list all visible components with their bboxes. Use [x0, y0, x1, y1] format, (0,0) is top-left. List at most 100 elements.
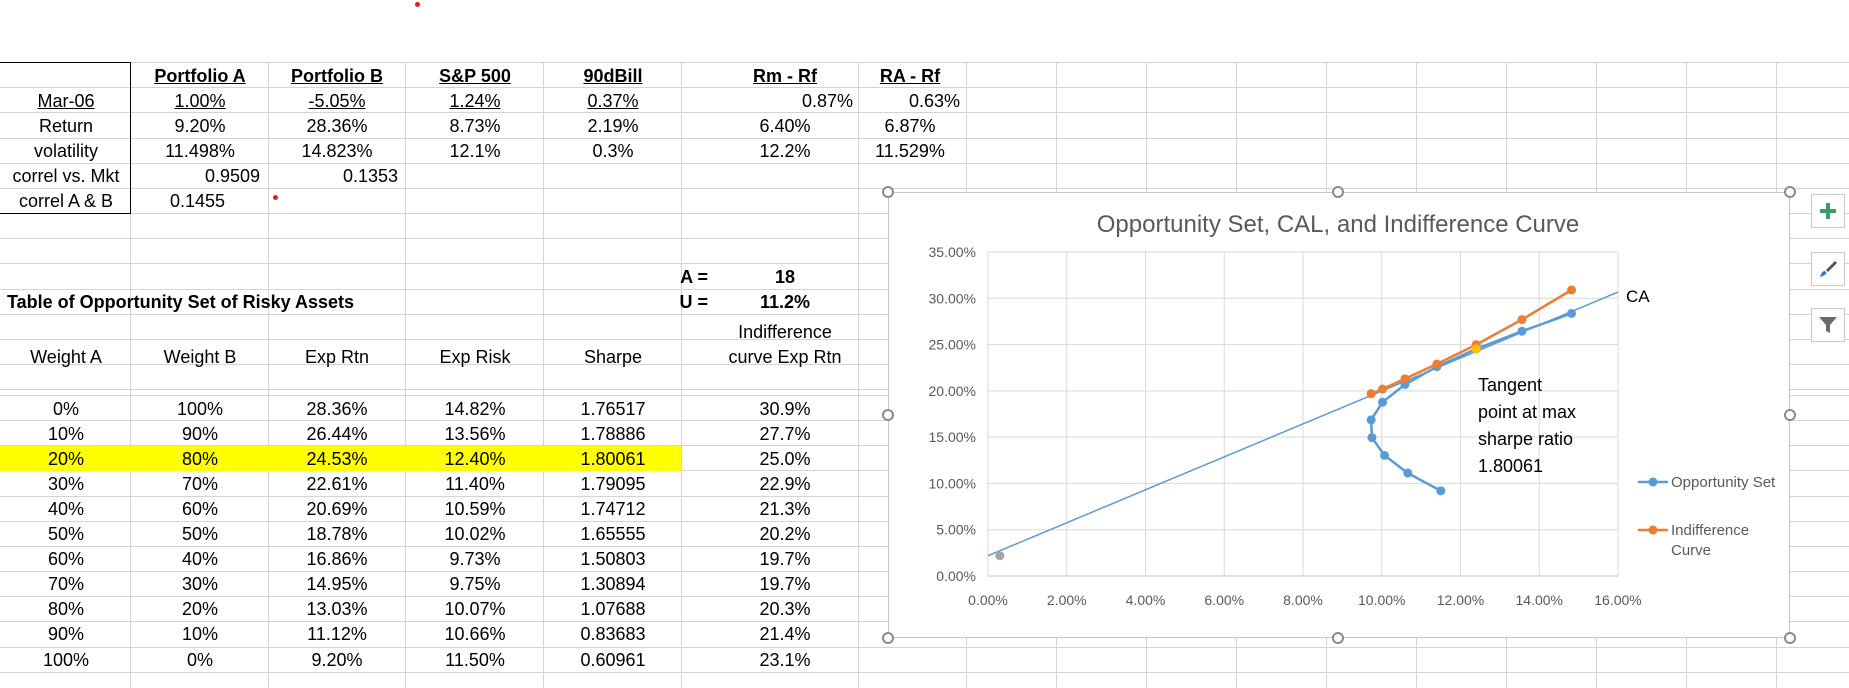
header-ra-rf[interactable]: RA - Rf [879, 66, 941, 86]
table-cell[interactable]: 1.80061 [580, 449, 646, 469]
header-indifference-line1[interactable]: Indifference [738, 322, 832, 342]
cell-mar06-sp[interactable]: 1.24% [449, 91, 501, 111]
table-cell[interactable]: 20% [47, 449, 85, 469]
table-cell[interactable]: 0% [186, 650, 214, 670]
table-cell[interactable]: 22.9% [759, 474, 811, 494]
table-cell[interactable]: 11.50% [445, 650, 505, 670]
table-cell[interactable]: 20.2% [759, 524, 811, 544]
table-cell[interactable]: 14.82% [444, 399, 506, 419]
table-cell[interactable]: 19.7% [759, 549, 811, 569]
table-cell[interactable]: 26.44% [306, 424, 368, 444]
chart-object[interactable]: Opportunity Set, CAL, and Indifference C… [882, 186, 1796, 644]
table-cell[interactable]: 27.7% [759, 424, 811, 444]
table-cell[interactable]: 1.30894 [580, 574, 646, 594]
chart-styles-button[interactable] [1811, 252, 1845, 286]
table-cell[interactable]: 21.4% [759, 624, 811, 644]
table-cell[interactable]: 20.69% [306, 499, 368, 519]
table-cell[interactable]: 80% [181, 449, 219, 469]
table-cell[interactable]: 80% [47, 599, 85, 619]
table-cell[interactable]: 20% [181, 599, 219, 619]
table-cell[interactable]: 23.1% [759, 650, 811, 670]
cell-return-tb[interactable]: 2.19% [587, 116, 639, 136]
table-cell[interactable]: 1.07688 [580, 599, 646, 619]
table-cell[interactable]: 0.60961 [580, 650, 646, 670]
value-risk-aversion[interactable]: 18 [774, 267, 796, 287]
header-weight-b[interactable]: Weight B [163, 347, 237, 367]
label-utility[interactable]: U = [679, 292, 708, 312]
header-portfolio-a[interactable]: Portfolio A [154, 66, 246, 86]
header-portfolio-b[interactable]: Portfolio B [291, 66, 383, 86]
cell-correl-mkt-pa[interactable]: 0.9509 [204, 166, 260, 186]
table-cell[interactable]: 70% [181, 474, 219, 494]
table-cell[interactable]: 50% [181, 524, 219, 544]
cell-mar06-rmrf[interactable]: 0.87% [801, 91, 853, 111]
table-cell[interactable]: 1.76517 [580, 399, 646, 419]
table-cell[interactable]: 40% [181, 549, 219, 569]
table-cell[interactable]: 30% [47, 474, 85, 494]
cell-return-sp[interactable]: 8.73% [449, 116, 501, 136]
resize-handle[interactable] [1784, 409, 1796, 421]
table-cell[interactable]: 20.3% [759, 599, 811, 619]
cell-return-rmrf[interactable]: 6.40% [759, 116, 811, 136]
table-cell[interactable]: 10% [181, 624, 219, 644]
resize-handle[interactable] [882, 186, 894, 198]
table-cell[interactable]: 1.79095 [580, 474, 646, 494]
table-cell[interactable]: 10.02% [444, 524, 506, 544]
cell-mar06-pb[interactable]: -5.05% [308, 91, 366, 111]
table-cell[interactable]: 11.40% [445, 474, 505, 494]
cell-correl-ab[interactable]: 0.1455 [170, 191, 226, 211]
table-cell[interactable]: 10.66% [444, 624, 506, 644]
header-weight-a[interactable]: Weight A [30, 347, 102, 367]
cell-correl-mkt-pb[interactable]: 0.1353 [342, 166, 398, 186]
table-cell[interactable]: 9.73% [449, 549, 501, 569]
cell-vol-sp[interactable]: 12.1% [449, 141, 501, 161]
resize-handle[interactable] [1332, 186, 1344, 198]
cell-mar06-rarf[interactable]: 0.63% [908, 91, 960, 111]
value-utility[interactable]: 11.2% [759, 292, 811, 312]
resize-handle[interactable] [1332, 632, 1344, 644]
row-label-correl-ab[interactable]: correl A & B [18, 191, 114, 211]
table-cell[interactable]: 13.56% [444, 424, 506, 444]
label-risk-aversion[interactable]: A = [680, 267, 708, 287]
header-sharpe[interactable]: Sharpe [583, 347, 643, 367]
table-cell[interactable]: 90% [181, 424, 219, 444]
header-exp-risk[interactable]: Exp Risk [439, 347, 511, 367]
table-cell[interactable]: 18.78% [306, 524, 368, 544]
table-cell[interactable]: 14.95% [306, 574, 368, 594]
table-cell[interactable]: 19.7% [759, 574, 811, 594]
cell-return-pb[interactable]: 28.36% [306, 116, 368, 136]
resize-handle[interactable] [882, 632, 894, 644]
table-cell[interactable]: 13.03% [306, 599, 368, 619]
resize-handle[interactable] [1784, 632, 1796, 644]
table-cell[interactable]: 10% [47, 424, 85, 444]
table-cell[interactable]: 100% [42, 650, 90, 670]
table-cell[interactable]: 0.83683 [580, 624, 646, 644]
cell-vol-rmrf[interactable]: 12.2% [759, 141, 811, 161]
cell-mar06-pa[interactable]: 1.00% [174, 91, 226, 111]
table-cell[interactable]: 1.74712 [580, 499, 646, 519]
table-cell[interactable]: 70% [47, 574, 85, 594]
chart-filters-button[interactable] [1811, 308, 1845, 342]
cell-vol-pa[interactable]: 11.498% [165, 141, 235, 161]
table-title[interactable]: Table of Opportunity Set of Risky Assets [7, 292, 355, 312]
cell-return-rarf[interactable]: 6.87% [884, 116, 936, 136]
table-cell[interactable]: 0% [52, 399, 80, 419]
header-rm-rf[interactable]: Rm - Rf [753, 66, 817, 86]
row-label-mar06[interactable]: Mar-06 [37, 91, 95, 111]
table-cell[interactable]: 60% [47, 549, 85, 569]
header-indifference-line2[interactable]: curve Exp Rtn [728, 347, 842, 367]
table-cell[interactable]: 10.07% [444, 599, 506, 619]
table-cell[interactable]: 1.50803 [580, 549, 646, 569]
table-cell[interactable]: 30% [181, 574, 219, 594]
header-exp-rtn[interactable]: Exp Rtn [304, 347, 370, 367]
table-cell[interactable]: 28.36% [306, 399, 368, 419]
table-cell[interactable]: 12.40% [444, 449, 506, 469]
row-label-volatility[interactable]: volatility [33, 141, 99, 161]
table-cell[interactable]: 22.61% [306, 474, 368, 494]
table-cell[interactable]: 21.3% [759, 499, 811, 519]
table-cell[interactable]: 16.86% [306, 549, 368, 569]
row-label-return[interactable]: Return [38, 116, 94, 136]
table-cell[interactable]: 1.78886 [580, 424, 646, 444]
cell-vol-rarf[interactable]: 11.529% [875, 141, 945, 161]
chart-elements-button[interactable] [1811, 194, 1845, 228]
